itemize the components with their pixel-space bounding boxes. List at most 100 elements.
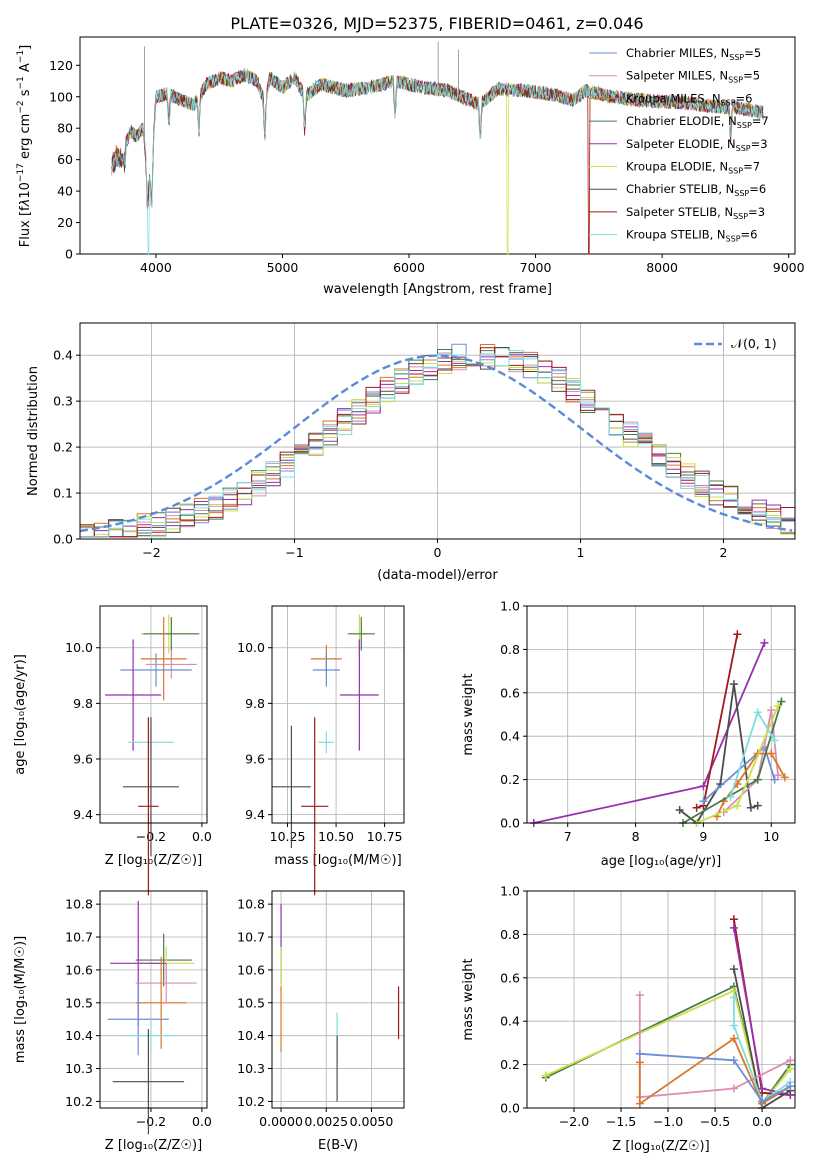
legend-suffix: =3 (751, 137, 768, 151)
y-tick-label: 0.4 (500, 1014, 520, 1029)
legend-suffix: =6 (736, 91, 753, 105)
weight-marker-chabrier-miles (786, 1082, 795, 1091)
y-tick-label: 10.8 (65, 897, 93, 912)
y-tick-label: 9.4 (245, 807, 265, 822)
weight-marker-chabrier-stelib (753, 801, 762, 810)
x-tick-label: 1 (577, 545, 585, 560)
axes-frame (526, 890, 796, 1109)
histogram-salpeter-stelib (80, 347, 795, 538)
y-tick-label: 0.1 (53, 486, 73, 501)
y-tick-label: 0.6 (500, 970, 520, 985)
axes-frame (271, 890, 405, 1109)
x-axis-label: age [log₁₀(age/yr)] (601, 854, 722, 869)
legend-sub: SSP (733, 212, 748, 221)
y-tick-label: 10.2 (65, 1094, 93, 1109)
weight-line-chabrier-miles (639, 1052, 791, 1103)
y-tick-label: 9.4 (73, 807, 93, 822)
legend-suffix: =6 (749, 182, 766, 196)
y-tick-label: 0.0 (500, 816, 520, 831)
y-tick-label: 0.2 (500, 772, 520, 787)
x-tick-label: 0.0 (192, 1114, 212, 1129)
y-tick-label: 10.8 (237, 897, 265, 912)
y-tick-label: 1.0 (500, 884, 520, 899)
x-tick-label: −0.2 (136, 1114, 166, 1129)
y-tick-label: 0.4 (500, 729, 520, 744)
weight-marker-salpeter-stelib (733, 630, 742, 639)
weight-marker-chabrier-miles (758, 1097, 767, 1106)
x-axis-label: Z [log₁₀(Z/Z☉)] (612, 1139, 709, 1154)
y-tick-label: 80 (57, 121, 73, 136)
x-tick-label: 5000 (267, 260, 299, 275)
weight-line-kroupa-miles (716, 752, 786, 817)
y-tick-label: 10.4 (65, 1028, 93, 1043)
weight-marker-chabrier-stelib (675, 805, 684, 814)
y-tick-label: 40 (57, 184, 73, 199)
y-axis-label: mass [log₁₀(M/M☉)] (13, 936, 28, 1063)
legend-sub: SSP (728, 167, 743, 176)
y-axis-label: Flux [fλ10−17 erg cm−2 s−1 A−1] (16, 45, 33, 247)
legend-label-kroupa-elodie: Kroupa ELODIE, NSSP=7 (626, 160, 760, 176)
massweight-vs-age-panel: 7 8 9 10 0.0 0.2 0.4 0.6 0.8 1.0 age [log₁₀(age/yr… (461, 599, 796, 869)
y-tick-label: 10.0 (65, 640, 93, 655)
y-tick-label: 0.0 (500, 1101, 520, 1116)
weight-marker-kroupa-elodie (733, 801, 742, 810)
weight-marker-kroupa-stelib (726, 792, 735, 801)
histogram-salpeter-miles (80, 352, 795, 538)
y-tick-label: 0.8 (500, 927, 520, 942)
age-vs-Z-panel: −0.2 0.09.49.69.810.0Z [log₁₀(Z/Z☉)]age [… (13, 605, 212, 896)
x-tick-label: 10.50 (318, 829, 354, 844)
weight-marker-salpeter-elodie (758, 1084, 767, 1093)
figure-title: PLATE=0326, MJD=52375, FIBERID=0461, z=0… (230, 14, 643, 33)
y-axis-label: Normed distribution (26, 366, 41, 496)
residuals-panel: −2 −1 0 1 2 0.0 0.1 0.2 0.3 0.4 (data-model)/error… (26, 322, 796, 583)
weight-marker-salpeter-elodie (760, 638, 769, 647)
x-axis-label: Z [log₁₀(Z/Z☉)] (105, 853, 202, 868)
weight-marker-salpeter-elodie (729, 923, 738, 932)
y-tick-label: 0 (65, 247, 73, 262)
x-axis-label: E(B-V) (318, 1138, 358, 1153)
x-tick-label: −0.5 (700, 1114, 730, 1129)
x-tick-label: 7 (564, 829, 572, 844)
y-tick-label: 10.3 (65, 1061, 93, 1076)
weight-marker-salpeter-elodie (699, 782, 708, 791)
y-tick-label: 9.8 (245, 696, 265, 711)
x-tick-label: 10 (763, 829, 779, 844)
x-axis-label: mass [log₁₀(M/M☉)] (274, 853, 401, 868)
spectrum-line-chabrier-stelib (111, 69, 764, 204)
weight-marker-kroupa-elodie (774, 701, 783, 710)
weight-marker-chabrier-miles (770, 775, 779, 784)
x-tick-label: 9 (699, 829, 707, 844)
x-tick-label: −1 (285, 545, 303, 560)
weight-marker-salpeter-stelib (729, 915, 738, 924)
x-tick-label: 0.0 (752, 1114, 772, 1129)
x-tick-label: 10.75 (367, 829, 403, 844)
x-tick-label: −2.0 (559, 1114, 589, 1129)
y-tick-label: 10.7 (65, 930, 93, 945)
y-tick-label: 9.6 (73, 752, 93, 767)
histogram-kroupa-stelib (80, 350, 795, 538)
y-tick-label: 9.6 (245, 752, 265, 767)
weight-marker-kroupa-miles (767, 749, 776, 758)
mass-vs-ebv-panel: 0.0000 0.0025 0.0050 10.2 10.3 10.4 10.5 10.6 10… (237, 890, 405, 1153)
x-tick-label: −1.5 (606, 1114, 636, 1129)
legend-label-chabrier-miles: Chabrier MILES, NSSP=5 (626, 46, 761, 62)
y-tick-label: 120 (49, 58, 73, 73)
weight-marker-salpeter-miles (774, 771, 783, 780)
y-tick-label: 9.8 (73, 696, 93, 711)
weight-marker-salpeter-miles (729, 1084, 738, 1093)
y-axis-label: mass weight (461, 673, 476, 755)
weight-marker-salpeter-stelib (692, 803, 701, 812)
legend-suffix: =5 (744, 46, 761, 60)
y-tick-label: 10.6 (237, 962, 265, 977)
weight-marker-salpeter-miles (786, 1056, 795, 1065)
weight-marker-kroupa-stelib (729, 993, 738, 1002)
y-tick-label: 10.5 (65, 995, 93, 1010)
y-tick-label: 10.4 (237, 1028, 265, 1043)
weight-marker-kroupa-miles (780, 773, 789, 782)
axes-frame (99, 605, 208, 824)
weight-marker-chabrier-elodie (753, 775, 762, 784)
weight-marker-kroupa-elodie (541, 1071, 550, 1080)
x-tick-label: 0.0000 (259, 1114, 303, 1129)
y-tick-label: 10.2 (237, 1094, 265, 1109)
